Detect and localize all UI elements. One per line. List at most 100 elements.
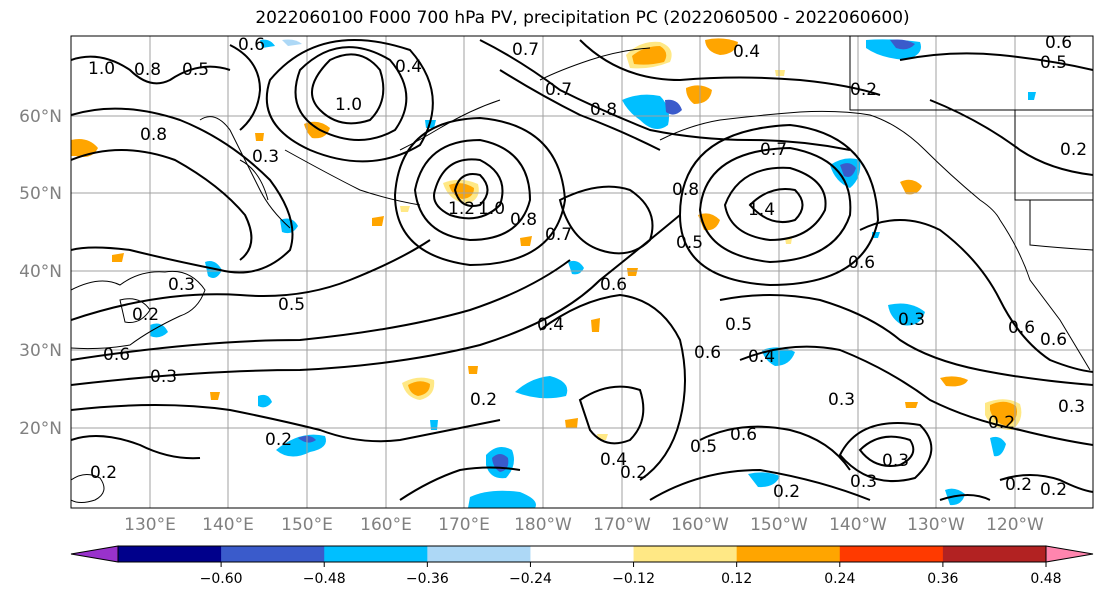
contour-label: 0.3 — [850, 472, 877, 492]
contour-label: 0.5 — [182, 60, 209, 80]
contour-label: 1.0 — [478, 199, 505, 219]
lat-label: 50°N — [19, 184, 62, 204]
colorbar-segment — [324, 546, 428, 562]
contour-label: 0.6 — [694, 343, 721, 363]
contour-label: 1.4 — [748, 200, 775, 220]
contour-label: 0.8 — [672, 180, 699, 200]
colorbar-tick-label: −0.48 — [303, 571, 346, 587]
contour-label: 0.2 — [265, 430, 292, 450]
lon-label: 160°W — [671, 515, 729, 535]
contour-label: 0.3 — [168, 275, 195, 295]
contour-label: 0.3 — [898, 310, 925, 330]
contour-label: 0.8 — [590, 100, 617, 120]
contour-label: 0.7 — [512, 40, 539, 60]
contour-label: 1.2 — [448, 199, 475, 219]
colorbar-segment — [118, 546, 222, 562]
lat-label: 30°N — [19, 341, 62, 361]
lon-label: 130°W — [907, 515, 965, 535]
colorbar-tick-label: −0.12 — [612, 571, 655, 587]
contour-label: 0.6 — [848, 253, 875, 273]
contour-label: 0.8 — [140, 125, 167, 145]
lon-label: 140°E — [202, 515, 254, 535]
contour-label: 0.6 — [238, 35, 265, 55]
colorbar-segment — [530, 546, 635, 562]
colorbar-segment — [221, 546, 325, 562]
contour-label: 0.7 — [545, 225, 572, 245]
colorbar-segment — [633, 546, 738, 562]
lon-label: 120°W — [986, 515, 1044, 535]
contour-label: 0.2 — [773, 482, 800, 502]
lon-label: 150°E — [281, 515, 333, 535]
lon-label: 150°W — [750, 515, 808, 535]
colorbar-max-extension — [1045, 545, 1094, 563]
contour-labels: 1.0 0.8 0.5 0.6 0.4 0.7 0.7 0.4 0.6 0.5 … — [88, 33, 1087, 502]
colorbar-tick-label: 0.48 — [1030, 571, 1061, 587]
contour-label: 0.6 — [1040, 330, 1067, 350]
lon-label: 170°W — [593, 515, 651, 535]
colorbar-tick-label: −0.60 — [200, 571, 243, 587]
contour-label: 1.0 — [335, 95, 362, 115]
colorbar-segment — [942, 546, 1047, 562]
contour-label: 0.6 — [1045, 33, 1072, 53]
contour-label: 0.3 — [828, 390, 855, 410]
map-frame — [70, 35, 1094, 509]
colorbar-tick-label: 0.12 — [721, 571, 752, 587]
colorbar: −0.60 −0.48 −0.36 −0.24 −0.12 0.12 0.24 0.36 0.4… — [70, 545, 1094, 587]
contour-label: 0.5 — [278, 295, 305, 315]
graticule — [71, 36, 1093, 508]
contour-label: 0.3 — [150, 367, 177, 387]
map-background — [71, 36, 1093, 508]
contour-label: 0.5 — [676, 233, 703, 253]
colorbar-tick-label: 0.24 — [824, 571, 855, 587]
contour-label: 0.5 — [725, 315, 752, 335]
contour-label: 0.3 — [882, 451, 909, 471]
contour-label: 0.3 — [252, 147, 279, 167]
lat-label: 20°N — [19, 419, 62, 439]
colorbar-tick-label: −0.24 — [509, 571, 552, 587]
contour-label: 0.2 — [1005, 475, 1032, 495]
pv-contours — [71, 39, 1093, 501]
contour-label: 0.8 — [134, 60, 161, 80]
lon-label: 180°W — [514, 515, 572, 535]
contour-label: 0.6 — [103, 345, 130, 365]
colorbar-tick-label: 0.36 — [927, 571, 958, 587]
contour-label: 0.4 — [395, 57, 422, 77]
contour-label: 0.4 — [733, 42, 760, 62]
lat-label: 60°N — [19, 107, 62, 127]
lat-axis: 60°N 50°N 40°N 30°N 20°N — [19, 107, 62, 439]
lon-axis: 130°E 140°E 150°E 160°E 170°E 180°W 170°… — [124, 515, 1044, 535]
contour-label: 0.6 — [1008, 318, 1035, 338]
contour-label: 0.6 — [600, 275, 627, 295]
contour-label: 0.4 — [600, 450, 627, 470]
colorbar-segment — [839, 546, 944, 562]
contour-label: 0.2 — [132, 305, 159, 325]
lat-label: 40°N — [19, 262, 62, 282]
colorbar-segment — [736, 546, 841, 562]
contour-label: 0.2 — [90, 463, 117, 483]
colorbar-tick-label: −0.36 — [406, 571, 449, 587]
precip-shading — [71, 38, 1036, 508]
contour-label: 0.6 — [730, 425, 757, 445]
contour-label: 0.2 — [470, 390, 497, 410]
contour-label: 1.0 — [88, 59, 115, 79]
contour-label: 0.5 — [1040, 53, 1067, 73]
coastlines — [71, 36, 1093, 503]
lon-label: 130°E — [124, 515, 176, 535]
contour-label: 0.7 — [760, 140, 787, 160]
contour-label: 0.2 — [850, 80, 877, 100]
contour-label: 0.7 — [545, 80, 572, 100]
lon-label: 170°E — [438, 515, 490, 535]
contour-label: 0.8 — [510, 210, 537, 230]
contour-label: 0.2 — [988, 413, 1015, 433]
contour-label: 0.4 — [537, 315, 564, 335]
lon-label: 140°W — [829, 515, 887, 535]
colorbar-min-extension — [70, 545, 119, 563]
contour-label: 0.4 — [748, 347, 775, 367]
lon-label: 160°E — [360, 515, 412, 535]
colorbar-segment — [427, 546, 531, 562]
map-title: 2022060100 F000 700 hPa PV, precipitatio… — [255, 8, 910, 28]
contour-label: 0.2 — [1060, 140, 1087, 160]
contour-label: 0.3 — [1058, 397, 1085, 417]
contour-label: 0.2 — [1040, 480, 1067, 500]
